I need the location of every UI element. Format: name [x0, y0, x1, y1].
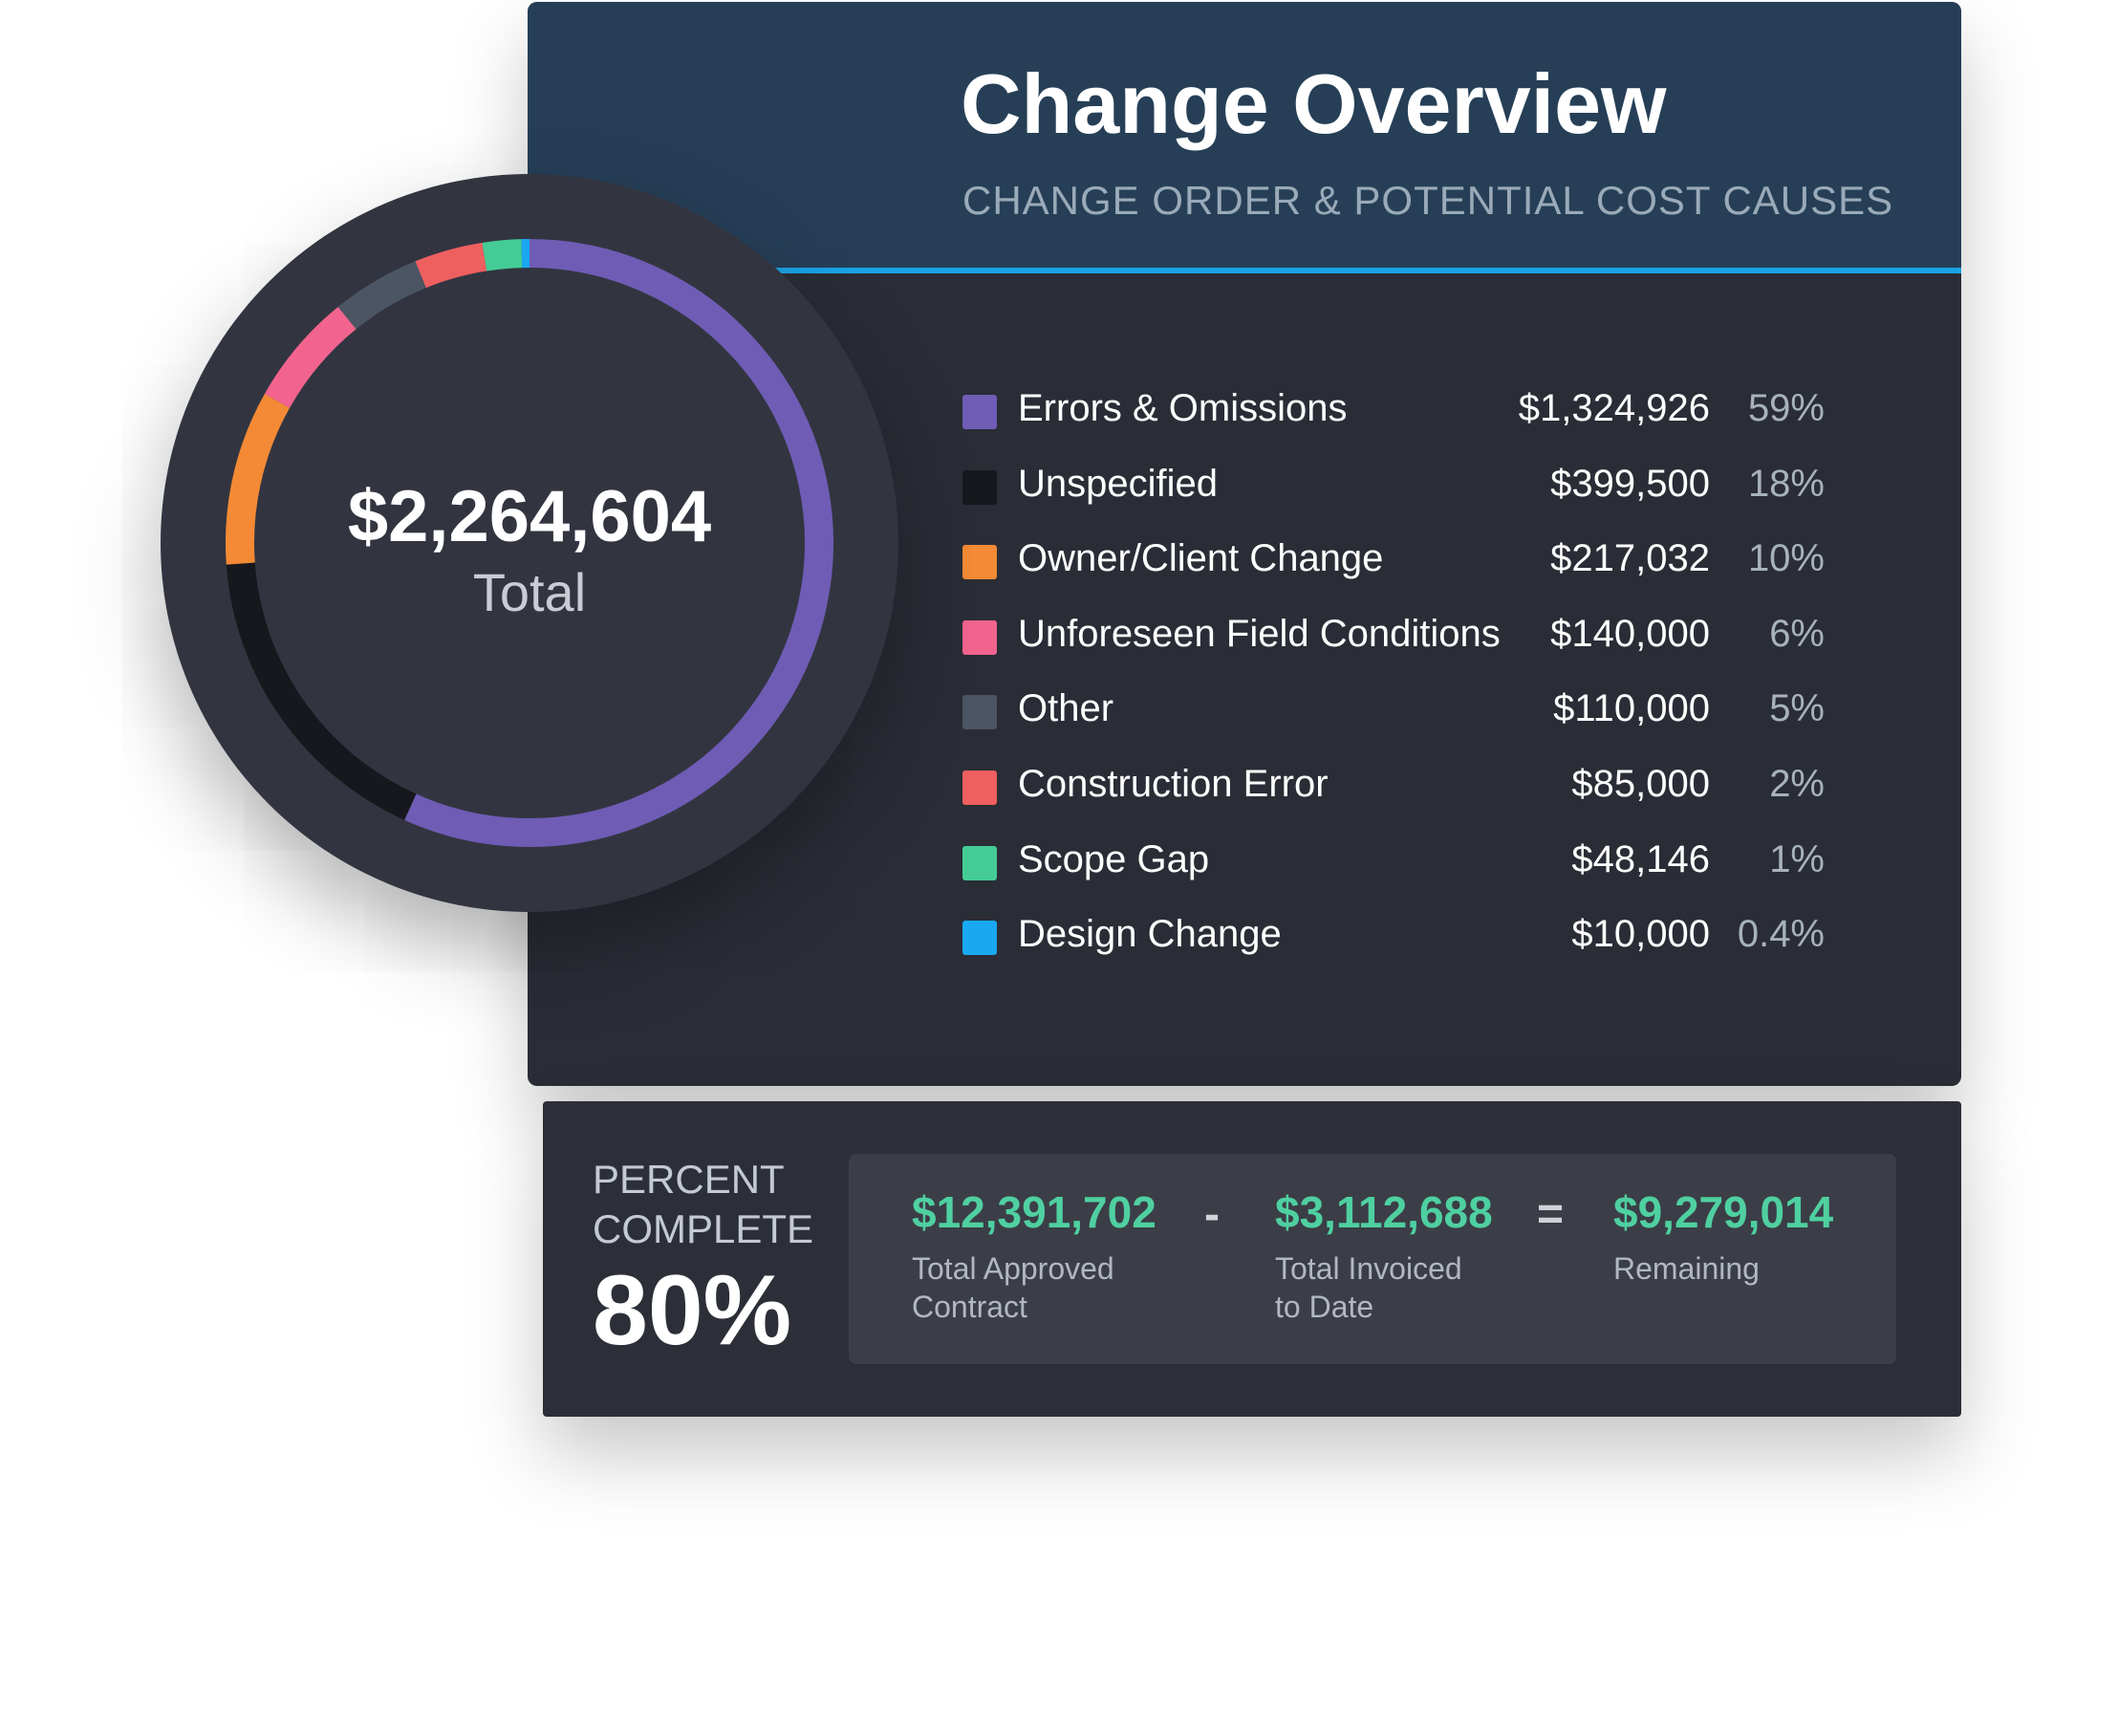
legend-item: Owner/Client Change $217,032 10% [962, 528, 1832, 603]
legend-swatch [962, 619, 997, 655]
invoiced-to-date-label-line2: to Date [1275, 1290, 1374, 1324]
legend-percent: 5% [1769, 687, 1825, 730]
legend-swatch [962, 845, 997, 880]
percent-complete-label: PERCENT COMPLETE [593, 1155, 813, 1254]
donut-segment [415, 242, 487, 289]
legend-label: Unforeseen Field Conditions [1018, 612, 1501, 655]
percent-complete-label-line1: PERCENT [593, 1157, 785, 1202]
legend-percent: 10% [1747, 537, 1825, 580]
chart-legend: Errors & Omissions $1,324,926 59% Unspecifi… [962, 378, 1832, 979]
legend-amount: $48,146 [1571, 837, 1710, 880]
page-title: Change Overview [961, 56, 1667, 151]
donut-chart-svg [226, 239, 833, 847]
approved-contract-label-line1: Total Approved [912, 1251, 1114, 1286]
legend-percent: 1% [1769, 837, 1825, 880]
approved-contract-label: Total Approved Contract [912, 1249, 1160, 1326]
legend-swatch [962, 469, 997, 505]
remaining-value: $9,279,014 [1613, 1187, 1834, 1237]
equals-operator: = [1537, 1189, 1565, 1240]
donut-chart: $2,264,604 Total [161, 174, 898, 912]
legend-percent: 2% [1769, 762, 1825, 805]
donut-segment [226, 394, 291, 565]
percent-complete-label-line2: COMPLETE [593, 1206, 814, 1251]
legend-label: Unspecified [1018, 462, 1219, 505]
page-subtitle: CHANGE ORDER & POTENTIAL COST CAUSES [962, 178, 1894, 223]
legend-amount: $110,000 [1553, 687, 1710, 730]
invoiced-to-date: $3,112,688 Total Invoiced to Date [1275, 1186, 1524, 1326]
legend-swatch [962, 770, 997, 805]
legend-swatch [962, 921, 997, 956]
legend-item: Design Change $10,000 0.4% [962, 903, 1832, 979]
legend-label: Scope Gap [1018, 837, 1210, 880]
legend-amount: $140,000 [1550, 612, 1710, 655]
change-overview-card: Change Overview CHANGE ORDER & POTENTIAL… [528, 2, 1961, 1086]
invoiced-to-date-label-line1: Total Invoiced [1275, 1251, 1462, 1286]
legend-label: Errors & Omissions [1018, 387, 1348, 429]
legend-item: Unforeseen Field Conditions $140,000 6% [962, 603, 1832, 679]
donut-segment [404, 239, 833, 847]
legend-item: Other $110,000 5% [962, 678, 1832, 753]
legend-amount: $10,000 [1571, 913, 1710, 956]
minus-operator: - [1204, 1189, 1220, 1240]
legend-item: Unspecified $399,500 18% [962, 453, 1832, 529]
donut-total-value: $2,264,604 [347, 476, 712, 557]
remaining: $9,279,014 Remaining [1613, 1186, 1862, 1288]
legend-item: Construction Error $85,000 2% [962, 753, 1832, 829]
legend-label: Owner/Client Change [1018, 537, 1384, 580]
legend-item: Scope Gap $48,146 1% [962, 829, 1832, 904]
legend-amount: $1,324,926 [1518, 387, 1710, 429]
approved-contract: $12,391,702 Total Approved Contract [912, 1186, 1160, 1326]
legend-amount: $85,000 [1571, 762, 1710, 805]
percent-complete-value: 80% [593, 1255, 792, 1366]
legend-swatch [962, 395, 997, 429]
donut-segment [337, 261, 426, 330]
donut-segment [264, 306, 357, 408]
legend-label: Other [1018, 687, 1114, 730]
legend-percent: 6% [1769, 612, 1825, 655]
card-header: Change Overview CHANGE ORDER & POTENTIAL… [528, 2, 1961, 273]
legend-swatch [962, 545, 997, 580]
contract-formula: $12,391,702 Total Approved Contract - $3… [849, 1154, 1896, 1364]
approved-contract-label-line2: Contract [912, 1290, 1027, 1324]
legend-item: Errors & Omissions $1,324,926 59% [962, 378, 1832, 453]
donut-segment [482, 239, 523, 271]
invoiced-to-date-value: $3,112,688 [1275, 1187, 1493, 1237]
percent-complete-panel: PERCENT COMPLETE 80% $12,391,702 Total A… [543, 1101, 1961, 1417]
donut-total-label: Total [472, 562, 587, 622]
legend-label: Construction Error [1018, 762, 1329, 805]
invoiced-to-date-label: Total Invoiced to Date [1275, 1249, 1524, 1326]
approved-contract-value: $12,391,702 [912, 1187, 1156, 1237]
donut-segment [226, 562, 417, 820]
legend-percent: 59% [1747, 387, 1825, 429]
legend-label: Design Change [1018, 913, 1282, 956]
remaining-label: Remaining [1613, 1251, 1760, 1286]
legend-swatch [962, 695, 997, 730]
legend-amount: $399,500 [1550, 462, 1710, 505]
legend-amount: $217,032 [1550, 537, 1710, 580]
legend-percent: 18% [1747, 462, 1825, 505]
legend-percent: 0.4% [1737, 913, 1825, 956]
